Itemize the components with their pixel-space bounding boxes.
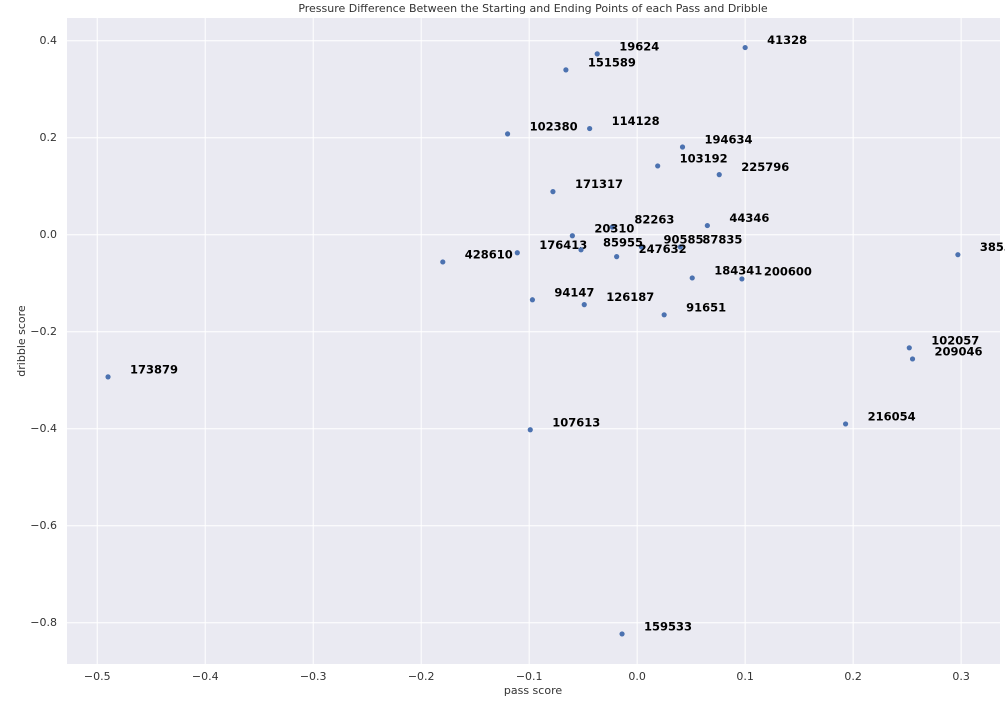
point	[689, 275, 695, 281]
x-tick-label: −0.4	[192, 670, 219, 683]
point-label: 90585	[663, 232, 703, 246]
point-label: 94147	[554, 285, 594, 299]
point	[739, 276, 745, 282]
point	[514, 250, 520, 256]
y-tick-label: −0.4	[30, 422, 57, 435]
point	[842, 421, 849, 427]
point-label: 216054	[868, 409, 916, 423]
point	[955, 252, 961, 258]
point-label: 20310	[594, 221, 634, 235]
point	[587, 125, 593, 132]
y-tick-label: −0.2	[30, 325, 57, 338]
point-label: 102057	[931, 333, 979, 347]
x-tick-label: −0.5	[84, 670, 111, 683]
point-label: 225796	[741, 160, 789, 174]
point-label: 184341	[714, 263, 762, 277]
point	[594, 51, 600, 57]
point-label: 114128	[612, 114, 660, 128]
point	[619, 631, 625, 637]
y-tick-label: 0.4	[40, 34, 58, 47]
point	[504, 131, 511, 137]
point-label: 91651	[686, 300, 726, 314]
point-label: 107613	[552, 415, 600, 429]
point	[679, 144, 686, 150]
y-tick-label: −0.6	[30, 519, 57, 532]
point	[909, 356, 916, 362]
x-tick-label: 0.0	[628, 670, 646, 683]
point	[716, 172, 722, 178]
point	[529, 297, 536, 303]
point-label: 194634	[705, 133, 753, 147]
point-label: 209046	[935, 344, 983, 358]
point	[581, 302, 587, 308]
chart-title: Pressure Difference Between the Starting…	[298, 2, 768, 15]
point-label: 103192	[680, 151, 728, 165]
point	[661, 312, 667, 318]
point	[906, 345, 912, 351]
point	[638, 244, 645, 250]
point-label: 44346	[729, 211, 769, 225]
point-label: 38533	[980, 240, 1005, 254]
y-tick-label: −0.8	[30, 616, 57, 629]
point	[614, 254, 620, 260]
point-label: 200600	[764, 264, 812, 278]
y-tick-label: 0.0	[40, 228, 58, 241]
point-label: 151589	[588, 55, 636, 69]
point	[704, 222, 710, 229]
point-label: 173879	[130, 362, 178, 376]
point-label: 126187	[606, 290, 654, 304]
x-tick-label: 0.1	[736, 670, 754, 683]
point-label: 171317	[575, 177, 623, 191]
point	[563, 67, 569, 73]
x-tick-label: 0.2	[844, 670, 862, 683]
point-label: 41328	[767, 33, 807, 47]
point	[569, 233, 575, 239]
point	[609, 224, 615, 230]
point	[440, 259, 446, 265]
x-tick-label: −0.1	[516, 670, 543, 683]
point-label: 85955	[603, 235, 643, 249]
y-axis-label: dribble score	[15, 305, 28, 377]
point-label: 428610	[465, 247, 513, 261]
point	[655, 163, 661, 169]
y-tick-label: 0.2	[40, 131, 58, 144]
x-tick-label: −0.2	[408, 670, 435, 683]
point	[578, 247, 584, 253]
point-label: 102380	[530, 119, 578, 133]
point-label: 19624	[619, 39, 659, 53]
x-axis-label: pass score	[504, 684, 562, 697]
point-label: 87835	[702, 232, 742, 246]
point	[550, 189, 556, 195]
point	[742, 44, 748, 51]
point-label: 159533	[644, 619, 692, 633]
point-label: 82263	[634, 213, 674, 227]
x-tick-label: −0.3	[300, 670, 327, 683]
point	[677, 244, 683, 250]
point	[105, 374, 111, 380]
point	[527, 427, 533, 433]
point-label: 247632	[639, 242, 687, 256]
plot-area	[67, 18, 1000, 664]
x-tick-label: 0.3	[952, 670, 970, 683]
point-label: 176413	[539, 238, 587, 252]
